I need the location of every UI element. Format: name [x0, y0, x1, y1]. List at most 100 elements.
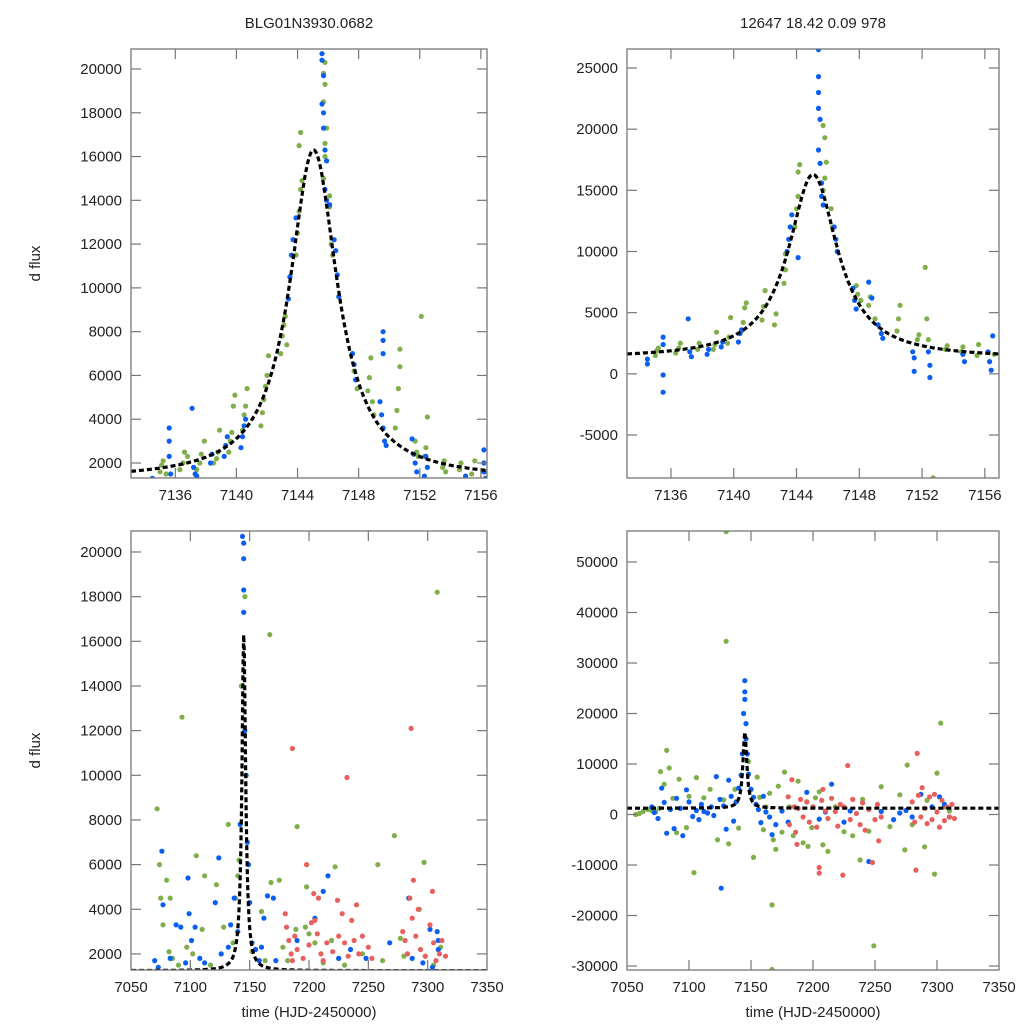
- point-red: [822, 808, 829, 814]
- point-blue: [212, 900, 218, 906]
- point-blue: [363, 955, 369, 962]
- point-green: [392, 425, 398, 431]
- point-green: [163, 471, 169, 477]
- point-blue: [166, 425, 172, 431]
- point-blue: [661, 799, 667, 806]
- point-green: [258, 423, 264, 429]
- point-green: [723, 638, 729, 644]
- point-red: [939, 797, 945, 804]
- point-blue: [655, 815, 661, 822]
- point-red: [289, 958, 295, 964]
- point-blue: [660, 389, 666, 395]
- point-green: [691, 870, 697, 876]
- point-red: [845, 762, 851, 769]
- point-green: [332, 864, 338, 870]
- point-blue: [767, 814, 773, 820]
- point-green: [258, 908, 265, 915]
- point-green: [904, 762, 910, 768]
- point-blue: [685, 316, 691, 322]
- point-green: [164, 877, 170, 883]
- point-green: [225, 821, 231, 828]
- x-tick-label: 7156: [968, 487, 1001, 504]
- point-red: [336, 933, 342, 939]
- point-blue: [238, 445, 244, 451]
- x-tick-label: 7136: [654, 487, 687, 504]
- x-tick-label: 7136: [159, 487, 192, 504]
- point-blue: [155, 964, 161, 970]
- model-fit-curve: [131, 634, 487, 970]
- point-blue: [256, 958, 262, 964]
- point-blue: [735, 339, 742, 345]
- point-blue: [660, 334, 666, 340]
- point-green: [924, 316, 930, 322]
- point-blue: [225, 944, 231, 950]
- data-points: [152, 533, 449, 970]
- point-blue: [723, 826, 729, 832]
- x-tick-label: 7250: [858, 979, 891, 996]
- panel-top-left: 7136 7140 7144 7148 7152 7156 2000 4000 6000 8000…: [27, 15, 498, 504]
- point-blue: [189, 405, 195, 411]
- plot-frame: [130, 48, 488, 479]
- point-green: [181, 449, 188, 455]
- point-red: [847, 817, 853, 823]
- point-green: [214, 456, 220, 462]
- point-blue: [760, 793, 767, 799]
- point-green: [696, 340, 702, 346]
- point-green: [707, 786, 713, 792]
- point-red: [927, 794, 933, 800]
- point-green: [365, 388, 371, 394]
- point-blue: [687, 349, 693, 355]
- point-blue: [686, 799, 692, 805]
- point-red: [415, 906, 421, 912]
- x-tick-label: 7050: [610, 979, 643, 996]
- point-red: [292, 933, 298, 939]
- point-red: [315, 895, 322, 901]
- point-blue: [197, 955, 203, 962]
- point-green: [213, 882, 219, 888]
- point-green: [736, 825, 742, 831]
- point-green: [805, 843, 811, 849]
- point-blue: [270, 895, 276, 901]
- point-green: [369, 399, 375, 405]
- point-green: [199, 926, 205, 933]
- y-tick-label: 40000: [576, 605, 618, 622]
- point-green: [265, 353, 272, 359]
- plot-frame: [130, 530, 488, 971]
- point-green: [177, 467, 183, 473]
- point-green: [713, 329, 720, 335]
- point-green: [976, 341, 982, 348]
- x-tick-label: 7144: [780, 487, 813, 504]
- point-blue: [909, 814, 915, 820]
- point-blue: [659, 785, 665, 791]
- point-blue: [910, 349, 916, 355]
- point-blue: [927, 374, 933, 381]
- point-green: [190, 951, 196, 957]
- point-red: [359, 933, 365, 939]
- point-green: [677, 340, 684, 346]
- point-green: [241, 412, 247, 418]
- point-green: [693, 775, 700, 781]
- point-blue: [183, 960, 189, 966]
- point-red: [876, 838, 882, 844]
- point-red: [342, 940, 348, 946]
- point-red: [369, 955, 375, 962]
- point-red: [304, 862, 310, 868]
- point-red: [429, 888, 435, 895]
- point-green: [397, 346, 403, 352]
- point-red: [320, 958, 326, 964]
- point-green: [897, 792, 903, 798]
- point-green: [322, 81, 328, 87]
- point-blue: [718, 344, 724, 350]
- y-tick-label: 4000: [89, 411, 122, 428]
- point-green: [229, 429, 235, 435]
- point-blue: [705, 810, 711, 816]
- point-green: [750, 854, 757, 861]
- point-blue: [207, 460, 214, 466]
- point-blue: [347, 946, 354, 953]
- x-tick-label: 7200: [292, 979, 325, 996]
- point-blue: [320, 125, 327, 131]
- x-tick-label: 7156: [464, 487, 497, 504]
- point-blue: [713, 774, 719, 780]
- point-blue: [320, 73, 327, 79]
